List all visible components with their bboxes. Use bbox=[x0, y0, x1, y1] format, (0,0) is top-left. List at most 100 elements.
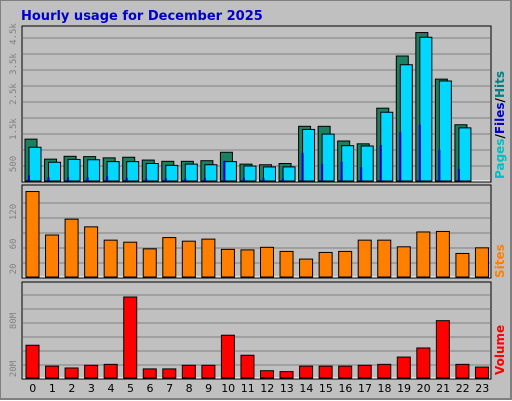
panel-hits_files_pages: 500 1.5k 2.5k 3.5k 4.5k bbox=[9, 23, 492, 183]
sites-bar bbox=[240, 249, 255, 278]
files-bar bbox=[87, 159, 101, 182]
volume-bar bbox=[357, 364, 372, 379]
y-tick-label: 3.5k bbox=[9, 53, 19, 75]
pages-bar bbox=[379, 145, 382, 181]
sites-bar bbox=[455, 252, 470, 278]
files-bar bbox=[380, 111, 394, 182]
pages-bar bbox=[203, 177, 206, 181]
volume-bar bbox=[318, 365, 333, 379]
sites-bar bbox=[142, 248, 157, 278]
files-bar bbox=[458, 127, 472, 182]
sites-bar bbox=[64, 218, 79, 278]
x-tick-label: 9 bbox=[205, 382, 212, 395]
volume-bar bbox=[299, 365, 314, 379]
x-tick-label: 23 bbox=[475, 382, 489, 395]
x-tick-label: 3 bbox=[88, 382, 95, 395]
pages-bar bbox=[321, 163, 324, 181]
x-tick-label: 13 bbox=[280, 382, 294, 395]
side-label-part: Pages bbox=[493, 139, 507, 179]
side-label-volume: Volume bbox=[493, 325, 507, 375]
pages-bar bbox=[301, 152, 304, 181]
pages-bar bbox=[164, 177, 167, 181]
panel-volume: 20M 80M bbox=[9, 281, 492, 380]
panel-frame bbox=[21, 281, 492, 380]
files-bar bbox=[67, 158, 81, 182]
volume-bar bbox=[220, 334, 235, 379]
volume-bar bbox=[416, 347, 431, 379]
sites-bar bbox=[260, 246, 274, 278]
sites-bar bbox=[357, 239, 372, 278]
x-tick-label: 8 bbox=[186, 382, 193, 395]
files-bar bbox=[263, 166, 276, 182]
x-tick-label: 11 bbox=[241, 382, 255, 395]
sites-bar bbox=[162, 237, 177, 278]
side-label-part: Hits bbox=[493, 71, 507, 98]
pages-bar bbox=[399, 132, 402, 181]
files-bar bbox=[223, 161, 237, 182]
files-bar bbox=[165, 164, 179, 182]
x-axis-ticks: 0 1 2 3 4 5 6 7 8 9 10 11 12 13 14 15 16 17 18 19 20 21 22 23 bbox=[29, 382, 489, 395]
sites-bar bbox=[25, 191, 40, 278]
volume-bar bbox=[103, 363, 118, 379]
volume-bar bbox=[162, 368, 177, 379]
pages-bar bbox=[106, 176, 109, 181]
volume-bar bbox=[396, 356, 411, 379]
y-tick-label: 80M bbox=[9, 312, 19, 329]
volume-bar bbox=[338, 365, 353, 379]
files-bar bbox=[438, 80, 452, 182]
volume-bar bbox=[25, 344, 40, 379]
pages-bar bbox=[47, 177, 50, 181]
side-label-part: / bbox=[493, 97, 507, 102]
sites-bar bbox=[84, 226, 99, 278]
x-tick-label: 2 bbox=[68, 382, 75, 395]
files-bar bbox=[184, 163, 198, 182]
x-tick-label: 19 bbox=[397, 382, 411, 395]
x-tick-label: 7 bbox=[166, 382, 173, 395]
files-bar bbox=[360, 145, 374, 182]
chart-title: Hourly usage for December 2025 bbox=[21, 9, 263, 24]
x-tick-label: 1 bbox=[49, 382, 56, 395]
volume-bar bbox=[435, 320, 450, 379]
side-label-pages-files-hits: Pages/Files/Hits bbox=[493, 71, 507, 179]
volume-bar bbox=[279, 371, 294, 379]
volume-bar bbox=[474, 366, 489, 379]
pages-bar bbox=[145, 178, 148, 181]
side-label-part: Files bbox=[493, 102, 507, 134]
y-tick-label: 20 bbox=[9, 264, 19, 275]
y-tick-label: 2.5k bbox=[9, 83, 19, 105]
pages-bar bbox=[242, 177, 245, 181]
volume-bar bbox=[45, 365, 60, 379]
y-tick-label: 20M bbox=[9, 360, 19, 377]
sites-bar bbox=[181, 240, 196, 278]
files-bar bbox=[106, 161, 120, 182]
sites-bar bbox=[299, 258, 314, 278]
volume-bar bbox=[260, 370, 274, 379]
pages-bar bbox=[262, 178, 265, 181]
volume-bar bbox=[181, 364, 196, 379]
pages-bar bbox=[457, 169, 460, 181]
x-tick-label: 22 bbox=[456, 382, 470, 395]
sites-bar bbox=[338, 250, 353, 278]
volume-bar bbox=[201, 364, 216, 379]
y-tick-label: 60 bbox=[9, 239, 19, 250]
x-tick-label: 10 bbox=[221, 382, 235, 395]
x-tick-label: 6 bbox=[147, 382, 154, 395]
pages-bar bbox=[223, 160, 226, 181]
pages-bar bbox=[360, 167, 363, 181]
volume-bar bbox=[240, 354, 255, 379]
pages-bar bbox=[125, 177, 128, 181]
sites-bar bbox=[103, 239, 118, 278]
sites-bar bbox=[474, 247, 489, 278]
x-tick-label: 17 bbox=[358, 382, 372, 395]
pages-bar bbox=[418, 124, 421, 181]
files-bar bbox=[341, 145, 355, 182]
chart-panels: 500 1.5k 2.5k 3.5k 4.5k 20 60 120 20M 80M bbox=[9, 23, 492, 380]
files-bar bbox=[302, 128, 316, 182]
x-tick-label: 15 bbox=[319, 382, 333, 395]
x-tick-label: 16 bbox=[338, 382, 352, 395]
files-bar bbox=[204, 164, 218, 182]
files-bar bbox=[419, 36, 433, 182]
